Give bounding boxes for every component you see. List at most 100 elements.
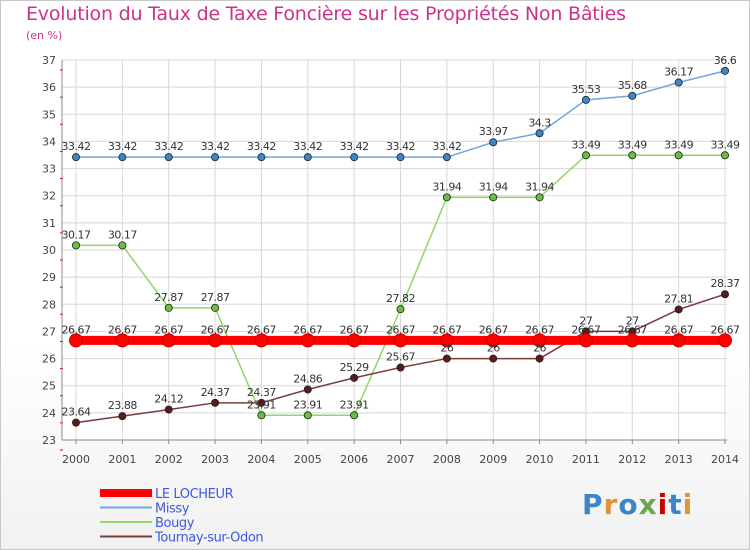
y-tick-label: 30 <box>42 244 56 257</box>
point-le-locheur <box>69 333 83 348</box>
point-tournay-sur-odon <box>257 398 266 407</box>
logo-letter: i <box>657 488 669 521</box>
point-le-locheur <box>718 333 732 348</box>
legend-label-missy: Missy <box>155 502 190 517</box>
point-tournay-sur-odon <box>118 412 127 421</box>
data-label-tournay-sur-odon: 25.67 <box>386 351 415 364</box>
point-missy <box>396 153 405 162</box>
point-missy <box>581 95 590 104</box>
point-le-locheur <box>208 333 223 348</box>
proxiti-logo[interactable]: Proxiti <box>582 488 693 521</box>
data-label-tournay-sur-odon: 24.37 <box>201 386 230 399</box>
data-label-tournay-sur-odon: 26 <box>533 342 546 355</box>
data-label-missy: 33.42 <box>154 140 183 153</box>
point-le-locheur <box>300 333 315 348</box>
point-missy <box>118 153 127 162</box>
legend-label-tournay-sur-odon: Tournay-sur-Odon <box>154 531 263 546</box>
data-label-tournay-sur-odon: 27 <box>579 314 592 327</box>
data-label-le-locheur: 26.67 <box>432 323 461 336</box>
point-tournay-sur-odon <box>303 385 312 394</box>
data-label-missy: 36.6 <box>714 54 737 67</box>
point-missy <box>721 66 730 75</box>
data-label-le-locheur: 26.67 <box>479 323 508 336</box>
x-tick-label: 2007 <box>387 453 415 466</box>
data-label-missy: 33.42 <box>293 140 322 153</box>
x-tick-label: 2014 <box>711 453 739 466</box>
point-le-locheur <box>347 333 362 348</box>
point-bougy <box>396 305 405 314</box>
y-tick-label: 33 <box>42 163 56 176</box>
data-label-bougy: 31.94 <box>525 180 554 193</box>
point-le-locheur <box>254 333 269 348</box>
data-label-bougy: 33.49 <box>571 138 600 151</box>
series-points <box>69 66 732 427</box>
chart-title: Evolution du Taux de Taxe Foncière sur l… <box>26 3 626 25</box>
logo-letter: P <box>582 488 604 521</box>
x-tick-label: 2006 <box>340 453 368 466</box>
data-label-tournay-sur-odon: 24.12 <box>154 393 183 406</box>
point-missy <box>489 138 498 147</box>
point-bougy <box>118 241 127 250</box>
y-tick-label: 27 <box>42 325 56 338</box>
point-missy <box>72 153 81 162</box>
data-label-missy: 35.53 <box>571 83 600 96</box>
data-label-le-locheur: 26.67 <box>201 323 230 336</box>
data-label-bougy: 31.94 <box>432 180 461 193</box>
point-le-locheur <box>393 333 408 348</box>
point-le-locheur <box>115 333 130 348</box>
data-label-missy: 35.68 <box>618 79 647 92</box>
data-label-le-locheur: 26.67 <box>525 323 554 336</box>
y-tick-label: 29 <box>42 271 56 284</box>
axes: 23 24 25 26 27 28 29 30 31 32 33 34 35 36 37 2000 2001 20… <box>42 54 739 466</box>
point-le-locheur <box>161 333 176 348</box>
data-label-missy: 33.42 <box>432 140 461 153</box>
y-tick-label: 25 <box>42 380 56 393</box>
point-bougy <box>535 193 544 202</box>
x-tick-label: 2005 <box>294 453 322 466</box>
data-label-tournay-sur-odon: 27.81 <box>664 292 693 305</box>
data-label-bougy: 23.91 <box>247 398 276 411</box>
point-tournay-sur-odon <box>442 354 451 363</box>
x-tick-label: 2009 <box>479 453 507 466</box>
data-label-bougy: 23.91 <box>340 398 369 411</box>
point-bougy <box>489 193 498 202</box>
x-tick-label: 2012 <box>618 453 646 466</box>
data-label-le-locheur: 26.67 <box>293 323 322 336</box>
point-bougy <box>303 411 312 420</box>
point-tournay-sur-odon <box>211 398 220 407</box>
data-label-tournay-sur-odon: 23.88 <box>108 399 137 412</box>
point-bougy <box>581 151 590 160</box>
data-label-bougy: 33.49 <box>664 138 693 151</box>
point-tournay-sur-odon <box>164 405 173 414</box>
data-label-tournay-sur-odon: 28.37 <box>711 277 740 290</box>
logo-letter: x <box>638 488 658 521</box>
point-bougy <box>257 411 266 420</box>
data-label-missy: 33.42 <box>201 140 230 153</box>
data-label-bougy: 30.17 <box>62 228 91 241</box>
data-label-bougy: 33.49 <box>711 138 740 151</box>
legend-label-bougy: Bougy <box>155 516 195 531</box>
data-label-tournay-sur-odon: 26 <box>440 342 453 355</box>
data-labels: 26.67 26.67 26.67 26.67 26.67 26.67 26.67 26.67… <box>62 54 741 419</box>
point-missy <box>164 153 173 162</box>
data-label-bougy: 31.94 <box>479 180 508 193</box>
point-missy <box>350 153 359 162</box>
point-bougy <box>721 151 730 160</box>
data-label-missy: 33.42 <box>247 140 276 153</box>
data-label-bougy: 23.91 <box>293 398 322 411</box>
point-missy <box>211 153 220 162</box>
logo-letter: o <box>618 488 639 521</box>
point-le-locheur <box>578 333 593 348</box>
grid <box>62 59 727 441</box>
x-tick-label: 2013 <box>665 453 693 466</box>
data-label-bougy: 27.87 <box>154 291 183 304</box>
point-le-locheur <box>671 333 686 348</box>
data-label-le-locheur: 26.67 <box>247 323 276 336</box>
logo-letter: i <box>682 488 694 521</box>
point-missy <box>535 129 544 138</box>
point-missy <box>257 153 266 162</box>
y-tick-label: 37 <box>42 54 56 67</box>
y-tick-label: 31 <box>42 217 56 230</box>
data-label-missy: 33.42 <box>62 140 91 153</box>
